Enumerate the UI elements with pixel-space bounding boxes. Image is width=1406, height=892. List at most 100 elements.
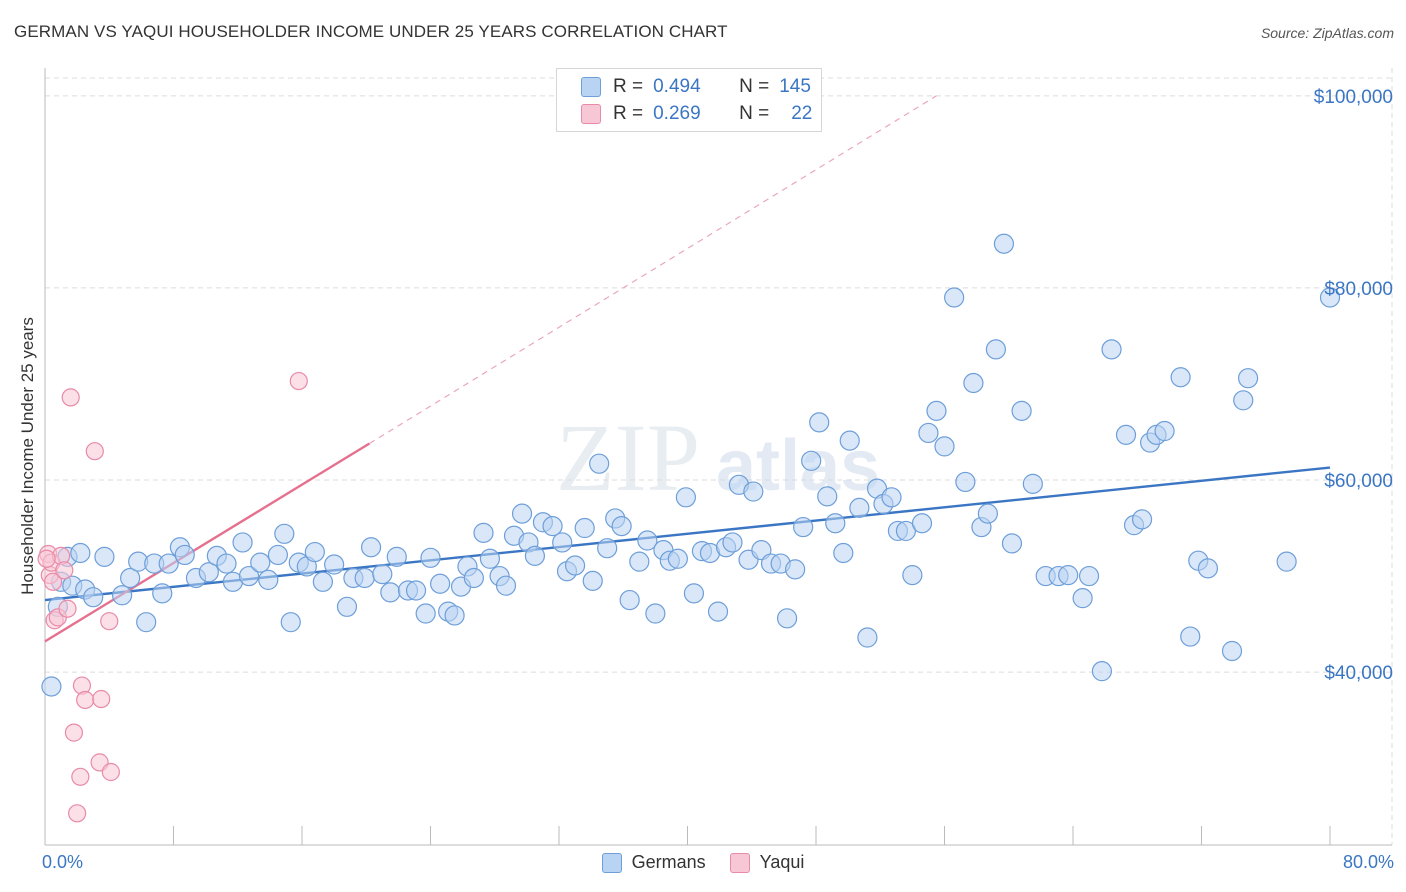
yaqui-point [43, 572, 63, 591]
data-points [37, 233, 1341, 823]
germans-point [511, 503, 533, 524]
germans-point [430, 573, 451, 594]
germans-point [1115, 424, 1137, 445]
germans-point [405, 580, 427, 601]
germans-point [637, 530, 658, 551]
y-tick-label: $80,000 [1324, 279, 1393, 300]
germans-point [1091, 661, 1113, 682]
germans-point [619, 589, 640, 611]
source-label: Source: ZipAtlas.com [1260, 25, 1394, 41]
grid [45, 68, 1393, 845]
germans-point [589, 453, 610, 474]
germans-point [1276, 551, 1297, 572]
germans-point [258, 569, 279, 591]
germans-point [825, 513, 846, 534]
germans-point [809, 412, 830, 433]
germans-point [1221, 640, 1243, 662]
germans-point [582, 570, 603, 591]
germans-point [955, 471, 976, 493]
y-tick-label: $40,000 [1324, 663, 1393, 684]
yaqui-point [58, 599, 77, 618]
germans-point [152, 583, 173, 604]
germans-point [926, 400, 947, 421]
yaqui-point [68, 804, 87, 823]
germans-point [274, 523, 295, 544]
axes [44, 68, 1392, 846]
yaqui-trend-line [44, 442, 371, 643]
yaqui-point [61, 388, 80, 407]
legend-row-germans: R = 0.494 N = 145 [557, 74, 811, 100]
x-tick-label-max: 80.0% [1342, 852, 1394, 872]
legend-row-yaqui: R = 0.269 N = 22 [557, 101, 812, 127]
germans-point [372, 564, 393, 585]
germans-point [675, 487, 696, 508]
germans-point [524, 545, 546, 566]
yaqui-point [289, 371, 308, 391]
legend-n-label: N = [739, 103, 770, 124]
germans-point [857, 627, 878, 648]
germans-point [1237, 368, 1259, 389]
y-tick-label: $100,000 [1314, 87, 1393, 108]
germans-point [380, 582, 401, 603]
germans-point [420, 547, 441, 568]
germans-point [1197, 558, 1219, 579]
germans-point [473, 522, 494, 543]
yaqui-point [71, 767, 90, 786]
germans-point [250, 552, 271, 573]
germans-point [1001, 533, 1023, 554]
germans-point [158, 553, 179, 574]
yaqui-point [37, 549, 56, 568]
germans-point [611, 516, 632, 537]
germans-point [232, 532, 253, 553]
germans-point [1131, 509, 1153, 530]
yaqui-point [64, 723, 84, 742]
x-tick-label-min: 0.0% [42, 852, 84, 872]
germans-point [793, 516, 814, 538]
germans-point [1022, 473, 1043, 494]
legend-n-label: N = [739, 76, 770, 97]
germans-point [839, 430, 860, 451]
yaqui-point [101, 762, 120, 782]
germans-point [94, 546, 115, 567]
germans-point [574, 517, 595, 539]
germans-point [415, 603, 436, 624]
germans-point [801, 450, 822, 471]
series-legend-yaqui: Yaqui [729, 852, 804, 873]
germans-point [776, 608, 798, 629]
yaqui-point [92, 689, 111, 709]
germans-point [111, 585, 133, 606]
germans-point [902, 565, 923, 586]
y-tick-labels: $40,000 $60,000 $80,000 $100,000 [1314, 87, 1393, 684]
germans-point [495, 575, 517, 596]
germans-point [216, 553, 237, 574]
germans-point [41, 676, 62, 697]
germans-legend-swatch [601, 852, 622, 873]
germans-point [198, 562, 219, 583]
germans-point [895, 520, 917, 542]
germans-point [629, 551, 650, 572]
y-axis-label: Householder Income Under 25 years [18, 317, 37, 595]
germans-point [707, 601, 729, 622]
legend-r-label: R = [613, 103, 644, 124]
germans-point [336, 596, 358, 617]
watermark-zip: ZIP [556, 404, 700, 511]
germans-point [1101, 339, 1122, 360]
germans-point [1072, 588, 1093, 609]
yaqui-legend-swatch [729, 852, 750, 873]
germans-point [463, 567, 484, 589]
germans-point [1154, 420, 1175, 442]
germans-point [312, 571, 333, 592]
germans-point [70, 542, 91, 564]
germans-n-value: 145 [779, 76, 811, 97]
germans-point [985, 339, 1007, 360]
yaqui-swatch [581, 104, 601, 124]
germans-point [542, 516, 563, 537]
yaqui-r-value: 0.269 [653, 103, 701, 124]
yaqui-point [76, 690, 95, 710]
germans-point [1170, 367, 1191, 388]
germans-point [83, 587, 104, 608]
yaqui-point [85, 442, 104, 461]
germans-point [849, 497, 870, 518]
germans-r-value: 0.494 [653, 76, 701, 97]
